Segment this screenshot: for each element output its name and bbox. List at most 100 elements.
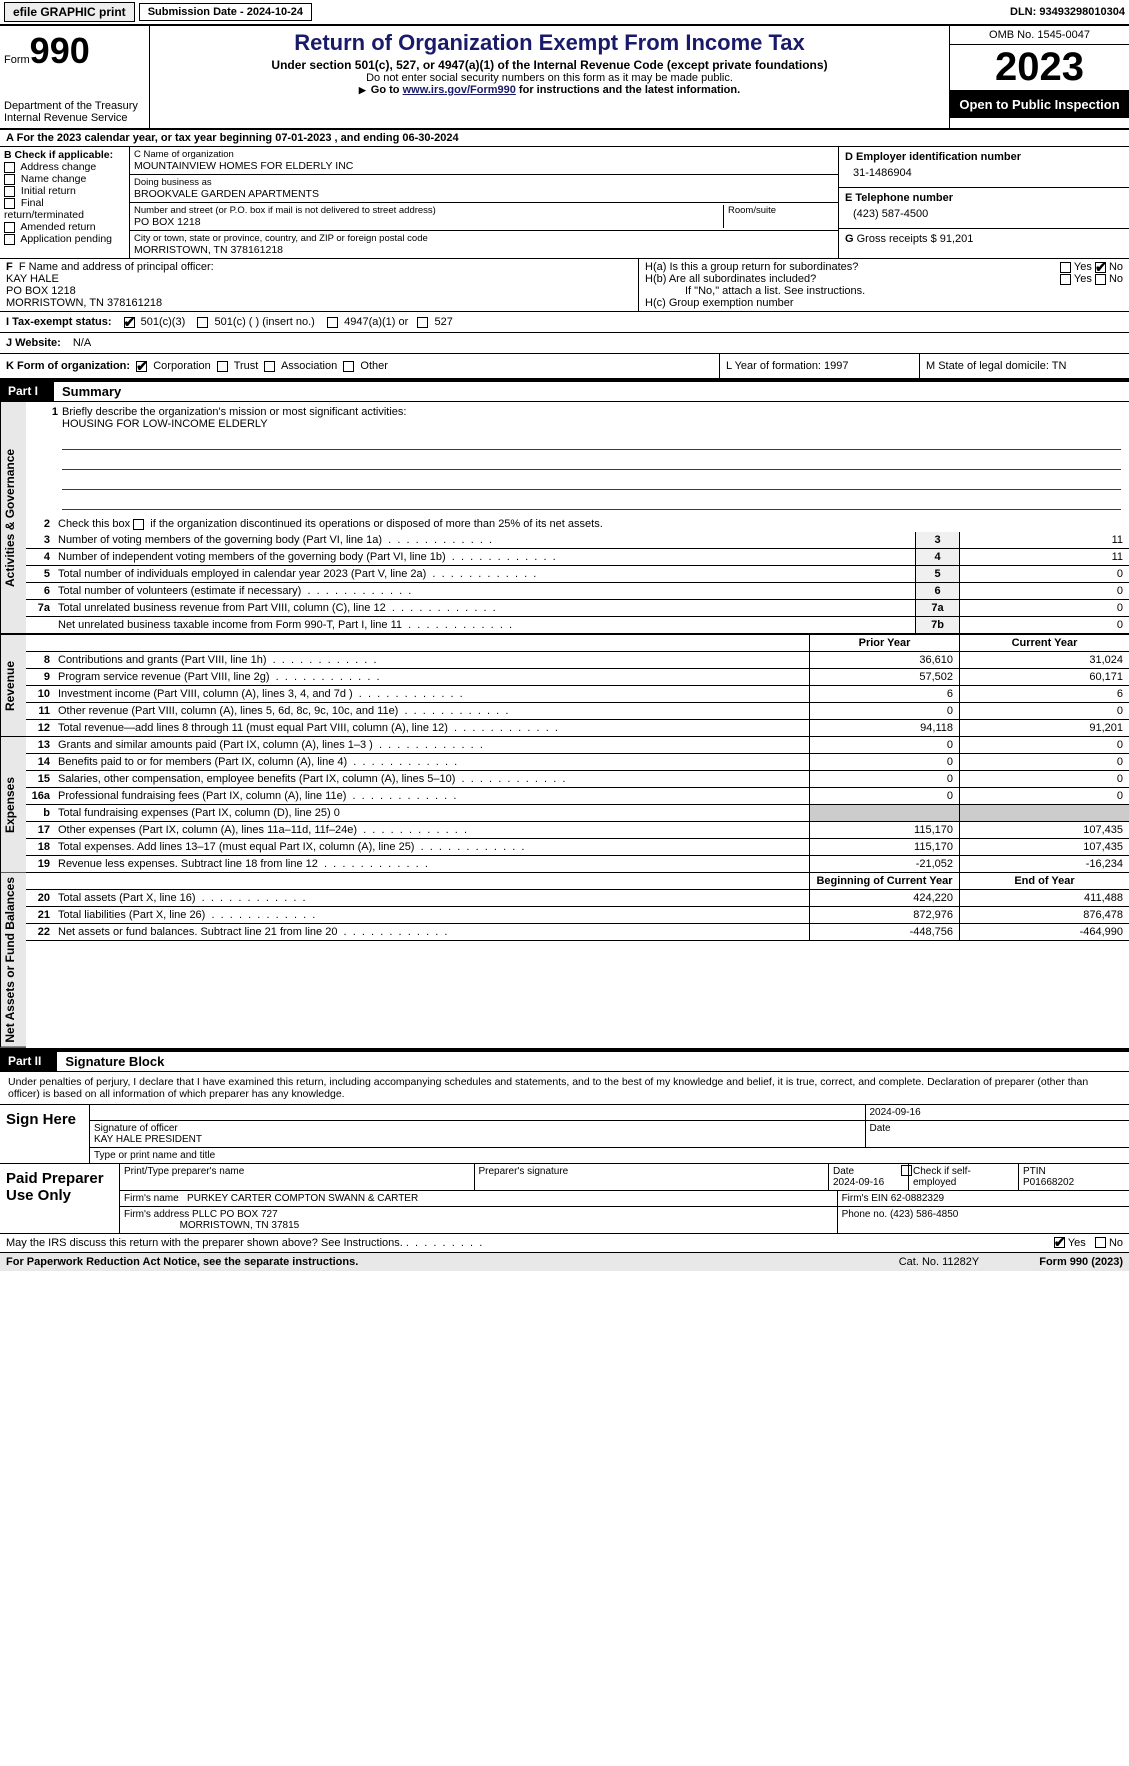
paperwork-notice: For Paperwork Reduction Act Notice, see … — [6, 1256, 358, 1268]
prior-value: 0 — [809, 754, 959, 770]
gross-receipts: Gross receipts $ 91,201 — [857, 233, 974, 245]
sidebar-governance: Activities & Governance — [0, 402, 26, 634]
prior-value: -21,052 — [809, 856, 959, 872]
trust-checkbox[interactable] — [217, 361, 228, 372]
prior-value: 36,610 — [809, 652, 959, 668]
line-ref: 3 — [915, 532, 959, 548]
discuss-text: May the IRS discuss this return with the… — [6, 1237, 403, 1249]
prior-value: 94,118 — [809, 720, 959, 736]
org-name-label: C Name of organization — [134, 149, 834, 160]
line-ref: 5 — [915, 566, 959, 582]
box-b-checkbox[interactable] — [4, 198, 15, 209]
city-state-zip: MORRISTOWN, TN 378161218 — [134, 244, 834, 256]
line-desc: Number of voting members of the governin… — [54, 532, 915, 548]
firm-ein: 62-0882329 — [891, 1193, 944, 1204]
line-num: 9 — [26, 669, 54, 685]
line-num — [26, 617, 54, 633]
ptin-value: P01668202 — [1023, 1177, 1074, 1188]
part-1-header: Part I Summary — [0, 380, 1129, 402]
omb-number: OMB No. 1545-0047 — [950, 26, 1129, 45]
current-value: 0 — [959, 703, 1129, 719]
prior-value: 6 — [809, 686, 959, 702]
line-num: 7a — [26, 600, 54, 616]
current-value: 0 — [959, 788, 1129, 804]
date-label: Date — [866, 1121, 1129, 1147]
corp-checkbox[interactable] — [136, 361, 147, 372]
open-inspection: Open to Public Inspection — [950, 91, 1129, 118]
line-desc: Total revenue—add lines 8 through 11 (mu… — [54, 720, 809, 736]
sig-officer-label: Signature of officer — [94, 1123, 861, 1134]
prior-value: 57,502 — [809, 669, 959, 685]
line-desc: Total fundraising expenses (Part IX, col… — [54, 805, 809, 821]
prior-value: 872,976 — [809, 907, 959, 923]
form-number: 990 — [30, 30, 90, 71]
line-desc: Program service revenue (Part VIII, line… — [54, 669, 809, 685]
line-ref: 7a — [915, 600, 959, 616]
room-label: Room/suite — [728, 205, 834, 216]
line-desc: Salaries, other compensation, employee b… — [54, 771, 809, 787]
line-num: 19 — [26, 856, 54, 872]
tax-exempt-label: I Tax-exempt status: — [0, 312, 118, 332]
street-address: PO BOX 1218 — [134, 216, 723, 228]
discuss-no-checkbox[interactable] — [1095, 1237, 1106, 1248]
sign-date: 2024-09-16 — [866, 1105, 1129, 1120]
line-desc: Number of independent voting members of … — [54, 549, 915, 565]
irs-label: Internal Revenue Service — [4, 112, 145, 124]
prep-sig-label: Preparer's signature — [475, 1164, 830, 1190]
line-num: 10 — [26, 686, 54, 702]
box-b-checkbox[interactable] — [4, 234, 15, 245]
firm-addr2: MORRISTOWN, TN 37815 — [180, 1220, 300, 1231]
dln: DLN: 93493298010304 — [1010, 6, 1125, 18]
prior-year-header: Prior Year — [809, 635, 959, 651]
efile-button[interactable]: efile GRAPHIC print — [4, 2, 135, 22]
box-b-checkbox[interactable] — [4, 186, 15, 197]
other-checkbox[interactable] — [343, 361, 354, 372]
line2-checkbox[interactable] — [133, 519, 144, 530]
line-desc: Total liabilities (Part X, line 26) — [54, 907, 809, 923]
paid-preparer-label: Paid Preparer Use Only — [0, 1164, 120, 1233]
current-value: 6 — [959, 686, 1129, 702]
line-num: 5 — [26, 566, 54, 582]
box-g-label: G — [845, 233, 854, 245]
goto-pre: Go to — [371, 84, 403, 96]
irs-link[interactable]: www.irs.gov/Form990 — [403, 84, 516, 96]
ein-label: D Employer identification number — [845, 151, 1123, 163]
prior-value: 0 — [809, 737, 959, 753]
goto-post: for instructions and the latest informat… — [516, 84, 740, 96]
current-value: -16,234 — [959, 856, 1129, 872]
box-b-item: Application pending — [20, 233, 112, 245]
mission-label: Briefly describe the organization's miss… — [62, 406, 406, 418]
hb-no-checkbox[interactable] — [1095, 274, 1106, 285]
boy-header: Beginning of Current Year — [809, 873, 959, 889]
line-desc: Revenue less expenses. Subtract line 18 … — [54, 856, 809, 872]
perjury-declaration: Under penalties of perjury, I declare th… — [0, 1072, 1129, 1105]
h-a-label: H(a) Is this a group return for subordin… — [645, 261, 1060, 273]
box-b-checkbox[interactable] — [4, 162, 15, 173]
prior-value: 115,170 — [809, 839, 959, 855]
officer-name-title: KAY HALE PRESIDENT — [94, 1134, 861, 1145]
current-value: 411,488 — [959, 890, 1129, 906]
hb-yes-checkbox[interactable] — [1060, 274, 1071, 285]
ha-yes-checkbox[interactable] — [1060, 262, 1071, 273]
assoc-checkbox[interactable] — [264, 361, 275, 372]
line-desc: Other expenses (Part IX, column (A), lin… — [54, 822, 809, 838]
prep-print-label: Print/Type preparer's name — [120, 1164, 475, 1190]
box-b-checkbox[interactable] — [4, 174, 15, 185]
501c-checkbox[interactable] — [197, 317, 208, 328]
ha-no-checkbox[interactable] — [1095, 262, 1106, 273]
discuss-yes-checkbox[interactable] — [1054, 1237, 1065, 1248]
527-checkbox[interactable] — [417, 317, 428, 328]
self-employed-checkbox[interactable] — [901, 1165, 912, 1176]
4947-checkbox[interactable] — [327, 317, 338, 328]
dba-name: BROOKVALE GARDEN APARTMENTS — [134, 188, 834, 200]
line-desc: Contributions and grants (Part VIII, lin… — [54, 652, 809, 668]
line-desc: Total expenses. Add lines 13–17 (must eq… — [54, 839, 809, 855]
box-b-item: Initial return — [21, 185, 76, 197]
phone-label: E Telephone number — [845, 192, 1123, 204]
form-subtitle: Under section 501(c), 527, or 4947(a)(1)… — [158, 58, 941, 72]
street-label: Number and street (or P.O. box if mail i… — [134, 205, 723, 216]
box-b-checkbox[interactable] — [4, 222, 15, 233]
501c3-checkbox[interactable] — [124, 317, 135, 328]
line-desc: Total unrelated business revenue from Pa… — [54, 600, 915, 616]
line-num: 21 — [26, 907, 54, 923]
